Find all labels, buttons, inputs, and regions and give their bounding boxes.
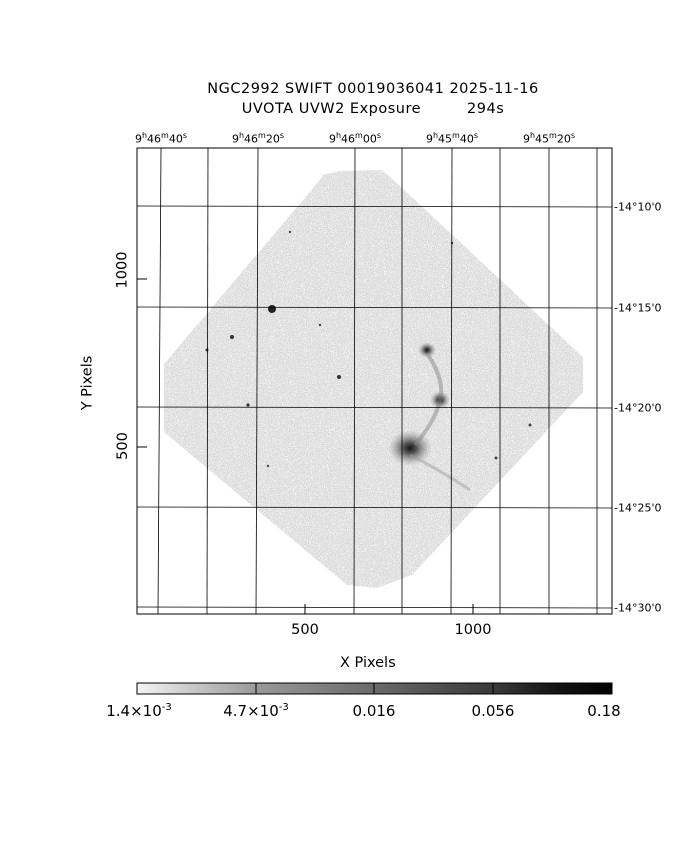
star: [266, 464, 270, 468]
colorbar-label: 4.7×10-3: [223, 702, 289, 720]
star: [246, 403, 250, 407]
ra-tick-label: 9h45m40s: [425, 131, 479, 146]
dec-tick-label: -14°10'0: [614, 200, 662, 214]
x-axis-label: X Pixels: [340, 655, 396, 671]
star: [205, 348, 209, 352]
plot-title: NGC2992 SWIFT 00019036041 2025-11-16: [207, 81, 539, 97]
companion-galaxy: [418, 342, 436, 358]
colorbar-label: 0.016: [352, 702, 396, 720]
star: [288, 230, 292, 234]
axis-ticks: [137, 278, 474, 614]
star: [268, 305, 276, 313]
star: [494, 456, 498, 460]
star: [318, 323, 322, 327]
colorbar-label: 0.056: [471, 702, 515, 720]
ra-tick-label: 9h46m20s: [231, 131, 285, 146]
plot-subtitle: UVOTA UVW2 Exposure 294s: [0, 101, 680, 117]
ra-tick-label: 9h46m00s: [328, 131, 382, 146]
galaxy-ngc2992: [388, 430, 432, 466]
ra-tick-label: 9h46m40s: [134, 131, 188, 146]
ra-tick-label: 9h45m20s: [522, 131, 576, 146]
exposure-field: [164, 170, 583, 588]
dec-tick-label: -14°25'0: [614, 501, 662, 515]
dec-tick-label: -14°15'0: [614, 301, 662, 315]
colorbar-label: 1.4×10-3: [106, 702, 172, 720]
dec-tick-label: -14°30'0: [614, 601, 662, 615]
star: [230, 335, 234, 339]
star: [337, 375, 341, 379]
dec-tick-label: -14°20'0: [614, 401, 662, 415]
plot-frame: [136, 147, 613, 615]
star: [528, 423, 532, 427]
colorbar: [136, 682, 613, 695]
x-tick-label: 1000: [454, 622, 492, 638]
tidal-tail: [409, 453, 471, 492]
x-tick-label: 500: [291, 622, 319, 638]
subtitle-filter: UVOTA UVW2 Exposure: [241, 101, 422, 117]
coordinate-grid: [136, 147, 613, 615]
tidal-tail: [413, 353, 444, 447]
subtitle-exposure: 294s: [467, 101, 505, 117]
colorbar-label: 0.18: [587, 702, 621, 720]
